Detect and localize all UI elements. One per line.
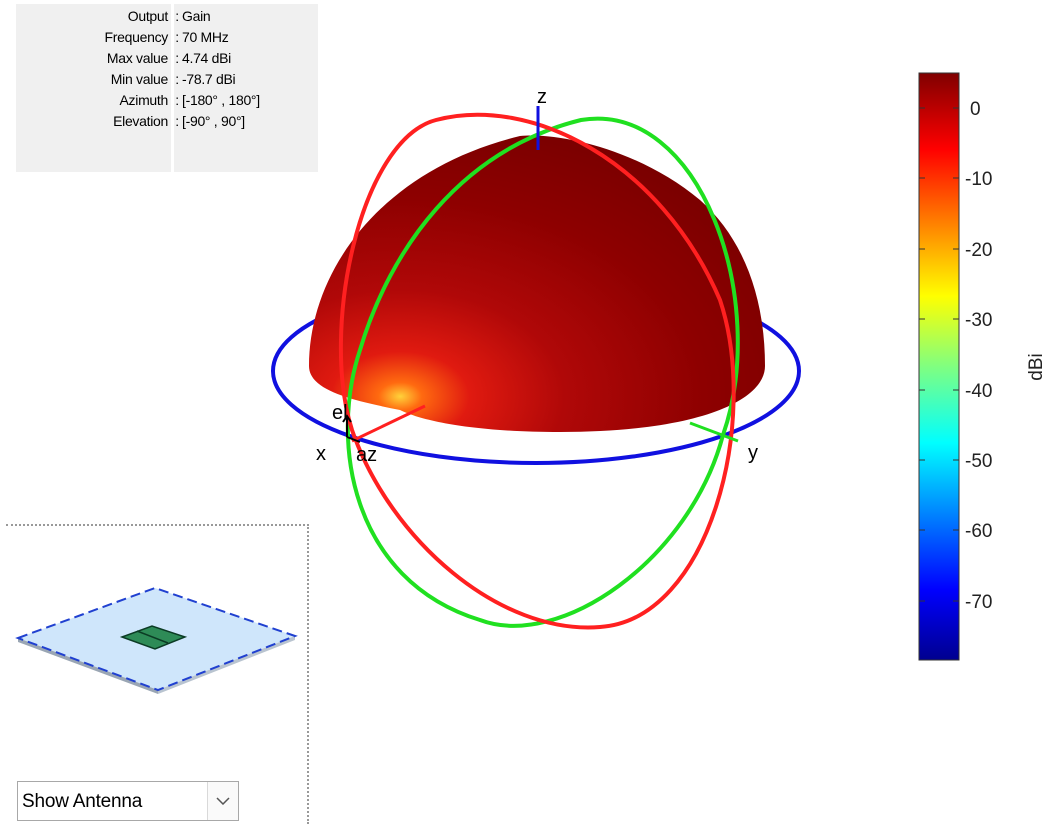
info-value: Gain — [182, 8, 211, 24]
info-key: Max value — [106, 50, 168, 66]
dropdown-arrow-button[interactable] — [207, 782, 238, 820]
info-sep: : — [175, 29, 179, 45]
pattern-surface — [309, 135, 765, 432]
info-value: 70 MHz — [182, 29, 229, 45]
colorbar: 0 -10 -20 -30 -40 -50 -60 -70 dBi — [918, 72, 1044, 661]
axis-label-az: az — [356, 444, 377, 466]
info-sep: : — [175, 92, 179, 108]
chevron-down-icon — [216, 797, 230, 805]
info-row-min-value: Min value : -78.7 dBi — [16, 69, 260, 90]
info-value: 4.74 dBi — [182, 50, 231, 66]
patch-element — [119, 625, 188, 650]
info-row-max-value: Max value : 4.74 dBi — [16, 48, 260, 69]
info-sep: : — [175, 8, 179, 24]
axis-label-y: y — [748, 442, 758, 464]
colorbar-tick-label: -20 — [965, 240, 992, 261]
y-axis-line — [689, 421, 739, 443]
colorbar-tick-label: 0 — [970, 99, 981, 120]
info-divider — [171, 4, 174, 172]
antenna-preview-panel — [6, 524, 309, 824]
azimuth-ring-front — [271, 370, 801, 465]
colorbar-tick-label: -40 — [965, 381, 992, 402]
info-value: -78.7 dBi — [182, 71, 236, 87]
info-value: [-90° , 90°] — [182, 113, 245, 129]
colorbar-tick-label: -30 — [965, 310, 992, 331]
view-selector-value: Show Antenna — [22, 791, 143, 812]
axis-label-x: x — [316, 443, 326, 465]
colorbar-tick-label: -70 — [965, 592, 992, 613]
az-el-indicator — [342, 414, 361, 443]
colorbar-label: dBi — [1026, 353, 1044, 380]
x-axis-line — [351, 404, 426, 443]
colorbar-gradient — [918, 72, 960, 661]
info-sep: : — [175, 113, 179, 129]
elevation-ring-yz — [345, 116, 740, 628]
colorbar-tick-label: -50 — [965, 451, 992, 472]
info-panel: Output : Gain Frequency : 70 MHz Max val… — [16, 4, 318, 172]
info-table: Output : Gain Frequency : 70 MHz Max val… — [16, 6, 261, 132]
info-key: Frequency — [104, 29, 169, 45]
colorbar-tick-label: -10 — [965, 169, 992, 190]
info-key: Min value — [110, 71, 169, 87]
info-key: Elevation — [113, 113, 168, 129]
info-sep: : — [175, 50, 179, 66]
antenna-preview[interactable] — [0, 0, 320, 720]
elevation-ring-xz — [338, 112, 736, 630]
axis-label-z: z — [537, 86, 547, 108]
view-selector-dropdown[interactable]: Show Antenna — [17, 781, 239, 821]
info-row-azimuth: Azimuth : [-180° , 180°] — [16, 90, 261, 111]
info-key: Output — [127, 8, 169, 24]
colorbar-tick-marks — [919, 107, 959, 602]
info-row-frequency: Frequency : 70 MHz — [16, 27, 260, 48]
info-key: Azimuth — [119, 92, 169, 108]
axis-label-el: el — [332, 402, 348, 424]
colorbar-tick-label: -60 — [965, 521, 992, 542]
info-row-output: Output : Gain — [16, 6, 260, 27]
info-value: [-180° , 180°] — [182, 92, 260, 108]
info-row-elevation: Elevation : [-90° , 90°] — [16, 111, 260, 132]
info-sep: : — [175, 71, 179, 87]
